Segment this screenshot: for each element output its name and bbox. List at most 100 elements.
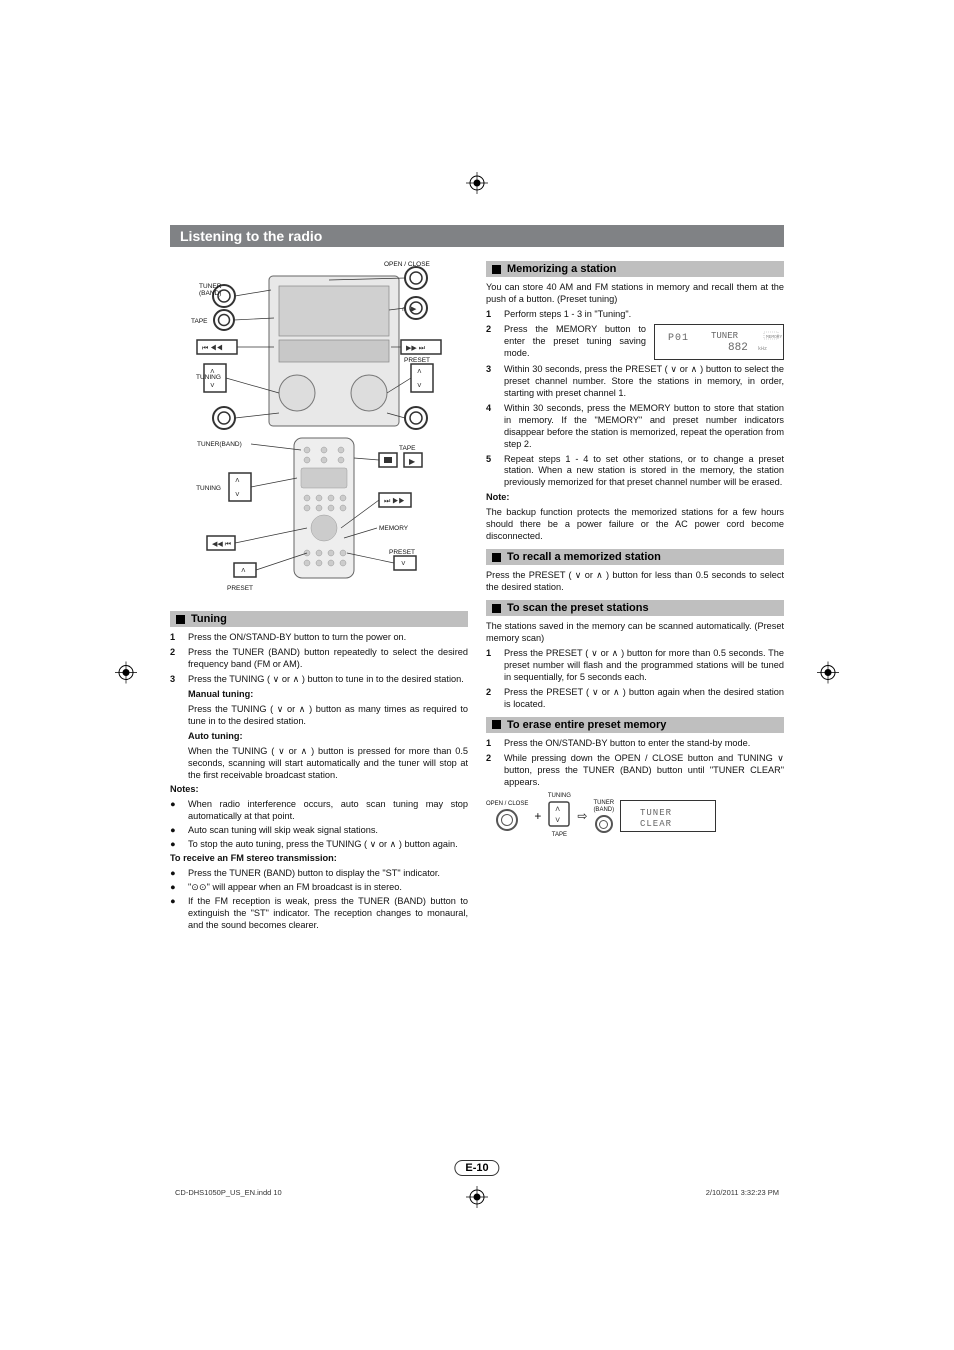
subheading-memorizing: Memorizing a station bbox=[486, 261, 784, 277]
label-manual-tuning: Manual tuning: bbox=[188, 689, 468, 701]
step-item: 3Press the TUNING ( ∨ or ∧ ) button to t… bbox=[170, 674, 468, 686]
arrow-right-icon: ⇨ bbox=[577, 809, 587, 825]
step-item: 1Perform steps 1 - 3 in "Tuning". bbox=[486, 309, 784, 321]
bullet-item: ●If the FM reception is weak, press the … bbox=[170, 896, 468, 932]
left-column: TUNER(BAND) OPEN / CLOSE TAPE ▶/‖ ⏮ ◀◀ ▶… bbox=[170, 255, 468, 934]
step-text: While pressing down the OPEN / CLOSE but… bbox=[504, 753, 784, 789]
step-text: Press the TUNING ( ∨ or ∧ ) button to tu… bbox=[188, 674, 468, 686]
step-text: Press the PRESET ( ∨ or ∧ ) button again… bbox=[504, 687, 784, 711]
svg-text:◀◀ ⏮: ◀◀ ⏮ bbox=[212, 541, 231, 548]
svg-text:PRESET: PRESET bbox=[404, 357, 430, 364]
bullet-text: If the FM reception is weak, press the T… bbox=[188, 896, 468, 932]
button-combo-diagram: OPEN / CLOSE + TUNING ˄˅ TAPE ⇨ TUNER (B… bbox=[486, 793, 784, 841]
svg-text:PRESET: PRESET bbox=[227, 585, 253, 592]
subheading-scan: To scan the preset stations bbox=[486, 600, 784, 616]
step-text: Press the MEMORY button to enter the pre… bbox=[504, 324, 646, 360]
step-text: Perform steps 1 - 3 in "Tuning". bbox=[504, 309, 784, 321]
svg-text:▶: ▶ bbox=[409, 457, 416, 466]
step-item: 3Within 30 seconds, press the PRESET ( ∨… bbox=[486, 364, 784, 400]
tuning-down-icon: ˄˅ bbox=[547, 800, 571, 828]
bullet-text: When radio interference occurs, auto sca… bbox=[188, 799, 468, 823]
svg-text:TAPE: TAPE bbox=[191, 318, 208, 325]
svg-text:▶▶ ⏭: ▶▶ ⏭ bbox=[406, 345, 426, 352]
device-diagram: TUNER(BAND) OPEN / CLOSE TAPE ▶/‖ ⏮ ◀◀ ▶… bbox=[170, 255, 468, 605]
svg-text:⏭ ▶▶: ⏭ ▶▶ bbox=[384, 497, 405, 505]
svg-text:˄: ˄ bbox=[555, 804, 560, 814]
svg-text:˅: ˅ bbox=[555, 815, 560, 825]
bullet-text: Auto scan tuning will skip weak signal s… bbox=[188, 825, 468, 837]
registration-mark-icon bbox=[466, 172, 488, 199]
step-item: 2Press the PRESET ( ∨ or ∧ ) button agai… bbox=[486, 687, 784, 711]
subheading-erase: To erase entire preset memory bbox=[486, 717, 784, 733]
step-text: Within 30 seconds, press the MEMORY butt… bbox=[504, 403, 784, 451]
paragraph: Press the TUNING ( ∨ or ∧ ) button as ma… bbox=[188, 704, 468, 728]
svg-text:TUNING: TUNING bbox=[196, 374, 221, 381]
diagram-label: TUNING bbox=[547, 793, 571, 801]
step-text: Press the PRESET ( ∨ or ∧ ) button for m… bbox=[504, 648, 784, 684]
square-bullet-icon bbox=[492, 604, 501, 613]
subheading-recall: To recall a memorized station bbox=[486, 549, 784, 565]
paragraph: You can store 40 AM and FM stations in m… bbox=[486, 282, 784, 306]
svg-text:˄: ˄ bbox=[235, 476, 240, 485]
svg-text:TUNER: TUNER bbox=[199, 283, 222, 290]
subheading-label: Tuning bbox=[191, 613, 227, 625]
svg-text:⏮ ◀◀: ⏮ ◀◀ bbox=[202, 344, 223, 352]
svg-text:TUNER(BAND): TUNER(BAND) bbox=[197, 441, 242, 448]
paragraph: When the TUNING ( ∨ or ∧ ) button is pre… bbox=[188, 746, 468, 782]
square-bullet-icon bbox=[492, 265, 501, 274]
svg-text:(BAND): (BAND) bbox=[199, 290, 221, 297]
svg-text:TUNING: TUNING bbox=[196, 485, 221, 492]
footer-filename: CD-DHS1050P_US_EN.indd 10 bbox=[175, 1188, 282, 1197]
step-item: 4Within 30 seconds, press the MEMORY but… bbox=[486, 403, 784, 451]
bullet-item: ●"⊙⊙" will appear when an FM broadcast i… bbox=[170, 882, 468, 894]
bullet-text: Press the TUNER (BAND) button to display… bbox=[188, 868, 468, 880]
svg-text:TAPE: TAPE bbox=[399, 445, 416, 452]
svg-text:P01: P01 bbox=[668, 333, 689, 344]
diagram-label: OPEN / CLOSE bbox=[486, 801, 528, 809]
diagram-label: TUNER (BAND) bbox=[593, 800, 614, 816]
footer-timestamp: 2/10/2011 3:32:23 PM bbox=[706, 1188, 779, 1197]
step-text: Repeat steps 1 - 4 to set other stations… bbox=[504, 454, 784, 490]
lcd-display: TUNERCLEAR bbox=[620, 800, 716, 832]
label-fm-stereo: To receive an FM stereo transmission: bbox=[170, 853, 468, 865]
content-area: Listening to the radio TUNER(BAND) OPEN … bbox=[170, 225, 784, 934]
label-notes: Notes: bbox=[170, 784, 468, 796]
step-text: Within 30 seconds, press the PRESET ( ∨ … bbox=[504, 364, 784, 400]
svg-text:˄: ˄ bbox=[417, 367, 422, 376]
registration-mark-icon bbox=[115, 662, 137, 689]
subheading-label: To erase entire preset memory bbox=[507, 719, 666, 731]
page-number: E-10 bbox=[454, 1160, 499, 1176]
svg-text:MEMORY: MEMORY bbox=[379, 525, 409, 532]
step-item: 2While pressing down the OPEN / CLOSE bu… bbox=[486, 753, 784, 789]
svg-text:TUNER: TUNER bbox=[711, 331, 739, 341]
label-auto-tuning: Auto tuning: bbox=[188, 731, 468, 743]
bullet-text: To stop the auto tuning, press the TUNIN… bbox=[188, 839, 468, 851]
lcd-display: P01TUNER882kHzMEMORY bbox=[654, 324, 784, 360]
subheading-tuning: Tuning bbox=[170, 611, 468, 627]
step-item: 2Press the TUNER (BAND) button repeatedl… bbox=[170, 647, 468, 671]
step-text: Press the TUNER (BAND) button repeatedly… bbox=[188, 647, 468, 671]
right-column: Memorizing a station You can store 40 AM… bbox=[486, 255, 784, 934]
plus-icon: + bbox=[534, 809, 541, 825]
svg-text:TUNER: TUNER bbox=[640, 808, 672, 818]
step-item: 1Press the PRESET ( ∨ or ∧ ) button for … bbox=[486, 648, 784, 684]
bullet-item: ●Press the TUNER (BAND) button to displa… bbox=[170, 868, 468, 880]
step-text: Press the ON/STAND-BY button to enter th… bbox=[504, 738, 784, 750]
svg-text:kHz: kHz bbox=[758, 346, 767, 352]
square-bullet-icon bbox=[176, 615, 185, 624]
square-bullet-icon bbox=[492, 553, 501, 562]
label-note: Note: bbox=[486, 492, 784, 504]
step-text: Press the ON/STAND-BY button to turn the… bbox=[188, 632, 468, 644]
svg-text:˄: ˄ bbox=[241, 566, 246, 575]
svg-text:˅: ˅ bbox=[401, 559, 406, 568]
subheading-label: To scan the preset stations bbox=[507, 602, 649, 614]
page-title: Listening to the radio bbox=[170, 225, 784, 247]
svg-text:MEMORY: MEMORY bbox=[766, 334, 782, 340]
subheading-label: To recall a memorized station bbox=[507, 551, 661, 563]
step-item: 2Press the MEMORY button to enter the pr… bbox=[486, 324, 784, 360]
bullet-item: ●When radio interference occurs, auto sc… bbox=[170, 799, 468, 823]
step-item: 1Press the ON/STAND-BY button to enter t… bbox=[486, 738, 784, 750]
tuner-band-icon bbox=[595, 815, 613, 833]
svg-text:˅: ˅ bbox=[417, 381, 422, 390]
registration-mark-icon bbox=[817, 662, 839, 689]
